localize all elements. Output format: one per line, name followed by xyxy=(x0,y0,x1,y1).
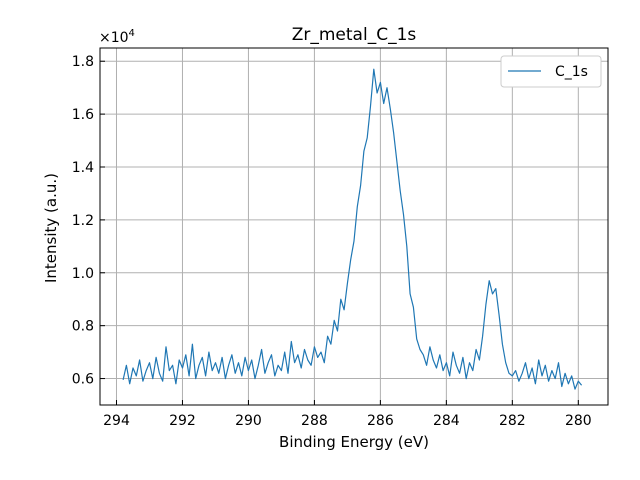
y-scale-base: ×10 xyxy=(99,30,129,46)
y-scale-multiplier: ×104 xyxy=(99,28,135,46)
y-axis-label: Intensity (a.u.) xyxy=(42,173,60,283)
x-tick-label: 290 xyxy=(235,413,262,429)
y-tick-label: 1.4 xyxy=(72,160,94,176)
x-tick-label: 286 xyxy=(367,413,394,429)
y-tick-label: 1.6 xyxy=(72,107,94,123)
x-axis-label: Binding Energy (eV) xyxy=(279,433,429,451)
series-line-c-1s xyxy=(122,68,583,390)
chart-title: Zr_metal_C_1s xyxy=(292,25,417,45)
y-tick-label: 1.2 xyxy=(72,213,94,229)
x-tick-label: 292 xyxy=(169,413,196,429)
x-tick-label: 280 xyxy=(565,413,592,429)
y-tick-label: 0.6 xyxy=(72,372,94,388)
y-scale-exponent: 4 xyxy=(129,28,135,39)
y-tick-label: 1.8 xyxy=(72,54,94,70)
legend: C_1s xyxy=(500,55,602,88)
y-axis: 0.6 0.8 1.0 1.2 1.4 1.6 1.8 xyxy=(72,54,105,388)
legend-box xyxy=(500,55,602,88)
y-tick-label: 0.8 xyxy=(72,319,94,335)
x-tick-label: 282 xyxy=(499,413,526,429)
legend-entry-c-1s: C_1s xyxy=(555,64,588,80)
x-tick-label: 288 xyxy=(301,413,328,429)
y-tick-label: 1.0 xyxy=(72,266,94,282)
x-tick-label: 284 xyxy=(433,413,460,429)
grid xyxy=(100,48,608,405)
x-tick-label: 294 xyxy=(103,413,130,429)
x-axis: 294 292 290 288 286 284 282 280 xyxy=(103,400,592,429)
series-layer xyxy=(122,68,583,390)
plot-frame xyxy=(99,47,609,406)
